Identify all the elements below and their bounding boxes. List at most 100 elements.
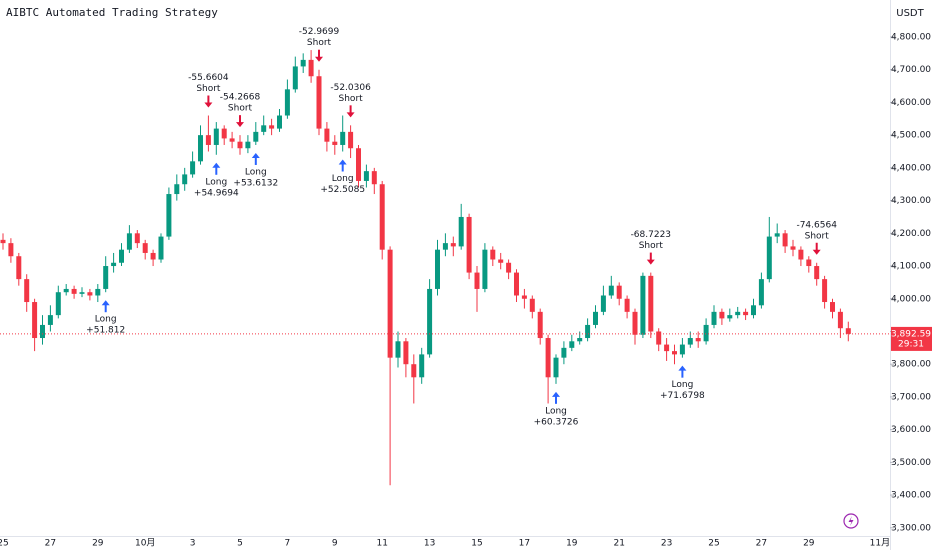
candle-body <box>695 338 701 342</box>
candle-body <box>442 243 448 250</box>
candle-body <box>482 249 488 289</box>
candle-body <box>743 311 749 316</box>
candle-body <box>679 344 685 355</box>
candle-body <box>166 194 172 237</box>
signal-pnl: -54.2668 <box>220 93 261 103</box>
x-tick-label: 27 <box>756 539 767 549</box>
candle-body <box>190 161 196 175</box>
candle-body <box>553 357 559 378</box>
candle-body <box>111 262 117 267</box>
signal-side: Long <box>332 174 354 184</box>
signal-side: Short <box>339 94 364 104</box>
short-arrow-head <box>236 122 244 128</box>
candle-body <box>411 364 417 378</box>
candle-body <box>466 216 472 273</box>
candle-body <box>498 259 504 263</box>
candle-body <box>593 311 598 325</box>
candle-body <box>103 266 109 289</box>
last-price-label: 3,892.59 <box>891 329 931 339</box>
signal-pnl: -55.6604 <box>188 73 229 83</box>
y-tick-label: 3,400.00 <box>891 491 931 501</box>
candle-body <box>585 324 591 339</box>
candle-body <box>363 171 369 181</box>
candle-body <box>340 131 346 145</box>
signal-pnl: +60.3726 <box>534 417 579 427</box>
signal-side: Long <box>95 315 117 325</box>
x-tick-label: 11月 <box>870 538 890 549</box>
candle-body <box>711 311 717 325</box>
long-arrow-head <box>101 300 110 306</box>
short-arrow-head <box>812 249 821 255</box>
signal-side: Short <box>196 84 221 94</box>
candle-body <box>735 311 741 316</box>
candle-body <box>521 295 527 299</box>
candle-body <box>719 311 725 319</box>
candle-body <box>608 285 614 296</box>
y-tick-label: 4,700.00 <box>891 65 931 75</box>
y-tick-label: 3,800.00 <box>891 360 931 370</box>
candle-body <box>284 89 290 116</box>
candle-body <box>837 311 843 329</box>
x-tick-label: 15 <box>471 539 482 549</box>
candle-body <box>87 292 93 296</box>
x-tick-label: 25 <box>0 539 9 549</box>
y-tick-label: 4,800.00 <box>891 32 931 42</box>
candle-body <box>371 171 377 185</box>
candle-body <box>758 279 764 306</box>
candle-body <box>253 131 259 142</box>
y-tick-label: 4,600.00 <box>891 98 931 108</box>
candle-body <box>545 338 551 378</box>
countdown-label: 29:31 <box>898 339 924 349</box>
y-tick-label: 4,000.00 <box>891 294 931 304</box>
y-tick-label: 3,500.00 <box>891 458 931 468</box>
short-arrow-head <box>204 102 213 108</box>
candle-body <box>126 233 132 250</box>
long-arrow-head <box>552 391 560 397</box>
short-arrow-head <box>646 259 655 265</box>
x-tick-label: 23 <box>661 539 672 549</box>
long-arrow-head <box>678 365 687 371</box>
candle-body <box>648 275 654 332</box>
y-tick-label: 4,400.00 <box>891 163 931 173</box>
chart-title: AIBTC Automated Trading Strategy <box>6 6 218 19</box>
replay-icon[interactable] <box>843 513 859 529</box>
candle-body <box>782 233 788 247</box>
candle-body <box>577 338 583 342</box>
candle-body <box>379 184 385 250</box>
candle-body <box>537 311 543 339</box>
candle-body <box>134 233 140 244</box>
signal-side: Long <box>672 380 694 390</box>
candle-body <box>474 272 480 289</box>
candle-body <box>419 354 425 378</box>
candle-body <box>182 174 188 185</box>
icon-circle <box>843 513 859 529</box>
y-tick-label: 4,100.00 <box>891 262 931 272</box>
candle-body <box>95 288 101 296</box>
signal-pnl: +54.9694 <box>194 188 239 198</box>
signal-pnl: +71.6798 <box>660 391 705 401</box>
candle-body <box>8 243 14 257</box>
candle-body <box>63 288 69 293</box>
signal-side: Short <box>805 231 830 241</box>
candle-body <box>766 236 772 280</box>
last-price-box <box>891 326 932 351</box>
x-tick-label: 17 <box>519 539 530 549</box>
signal-pnl: -52.9699 <box>299 27 340 37</box>
candle-body <box>798 249 804 260</box>
candle-body <box>624 298 630 312</box>
candle-body <box>830 302 835 312</box>
long-arrow-head <box>251 152 260 158</box>
candle-body <box>403 341 409 365</box>
x-tick-label: 19 <box>566 539 578 549</box>
candle-body <box>0 239 6 244</box>
candle-body <box>245 141 251 149</box>
candle-body <box>198 135 203 162</box>
candle-body <box>79 292 85 294</box>
candle-body <box>174 184 180 195</box>
icon-bolt <box>848 516 854 526</box>
candle-body <box>348 131 354 149</box>
candle-body <box>687 338 693 345</box>
signal-pnl: +52.5085 <box>320 185 365 195</box>
x-tick-label: 11 <box>376 539 387 549</box>
